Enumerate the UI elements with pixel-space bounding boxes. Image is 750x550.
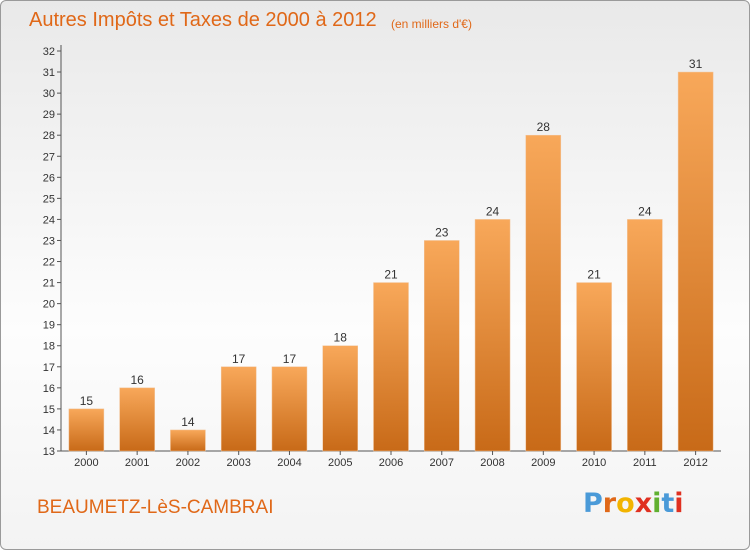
bar-value-label: 24 [486, 204, 500, 218]
logo-letter: P [583, 488, 603, 519]
bar [474, 219, 511, 452]
y-tick-label: 32 [43, 46, 55, 58]
bar-value-label: 23 [435, 225, 449, 239]
logo-letter: i [652, 488, 662, 519]
y-tick-label: 20 [43, 299, 55, 311]
x-tick-label: 2002 [176, 457, 200, 469]
bar-value-label: 15 [80, 394, 94, 408]
y-tick-label: 27 [43, 151, 55, 163]
logo-letter: x [634, 488, 653, 519]
y-tick-label: 25 [43, 193, 55, 205]
y-tick-label: 26 [43, 172, 55, 184]
y-tick-label: 19 [43, 320, 55, 332]
x-tick-label: 2003 [226, 457, 250, 469]
bar-value-label: 21 [384, 268, 398, 282]
x-tick-label: 2011 [633, 457, 657, 469]
x-tick-label: 2005 [328, 457, 352, 469]
bar-value-label: 17 [232, 352, 246, 366]
x-tick-label: 2007 [430, 457, 454, 469]
x-tick-label: 2009 [531, 457, 555, 469]
x-tick-label: 2004 [277, 457, 301, 469]
y-tick-label: 22 [43, 257, 55, 269]
bar [170, 429, 206, 452]
bar [119, 387, 155, 452]
bar [627, 219, 663, 452]
proxiti-logo: Proxiti [583, 488, 684, 519]
bar [220, 366, 257, 452]
y-tick-label: 31 [43, 67, 55, 79]
y-tick-label: 18 [43, 341, 55, 353]
bar [322, 345, 358, 452]
x-tick-label: 2010 [582, 457, 606, 469]
x-tick-label: 2000 [74, 457, 98, 469]
commune-name: BEAUMETZ-LèS-CAMBRAI [37, 497, 274, 518]
logo-letter: r [602, 488, 617, 519]
x-tick-label: 2008 [480, 457, 504, 469]
y-tick-label: 17 [43, 362, 55, 374]
logo-letter: o [616, 488, 635, 519]
logo-letter: i [674, 488, 684, 519]
y-tick-label: 24 [43, 214, 55, 226]
y-tick-label: 28 [43, 130, 55, 142]
y-tick-label: 30 [43, 88, 55, 100]
bar [68, 408, 105, 452]
bar-value-label: 24 [638, 204, 652, 218]
y-tick-label: 29 [43, 109, 55, 121]
bar [373, 282, 409, 452]
y-tick-label: 16 [43, 383, 55, 395]
y-tick-label: 13 [43, 446, 55, 458]
bar [525, 134, 562, 452]
y-tick-label: 21 [43, 278, 55, 290]
y-tick-label: 15 [43, 404, 55, 416]
bar-value-label: 18 [334, 331, 348, 345]
x-tick-label: 2006 [379, 457, 403, 469]
bar [677, 71, 714, 452]
y-tick-label: 23 [43, 235, 55, 247]
bar-value-label: 14 [181, 415, 195, 429]
chart-subtitle: (en milliers d'€) [391, 17, 472, 31]
bar [576, 282, 612, 452]
bar-value-label: 21 [587, 268, 601, 282]
bar-value-label: 31 [689, 57, 703, 71]
bar-value-label: 16 [130, 373, 144, 387]
bar [271, 366, 308, 452]
x-tick-label: 2001 [125, 457, 149, 469]
bar-value-label: 28 [537, 120, 551, 134]
x-tick-label: 2012 [683, 457, 707, 469]
chart-title: Autres Impôts et Taxes de 2000 à 2012 [29, 9, 377, 31]
bar [424, 240, 460, 452]
logo-letter: t [661, 488, 675, 519]
bar-value-label: 17 [283, 352, 297, 366]
y-tick-label: 14 [43, 425, 55, 437]
